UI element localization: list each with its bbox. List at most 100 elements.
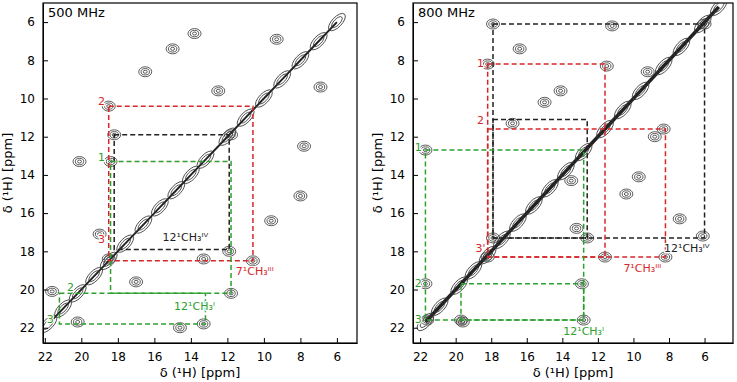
y-tick-label: 22 xyxy=(20,321,35,335)
y-tick-mark xyxy=(413,175,418,176)
y-tick-mark xyxy=(413,99,418,100)
cross-peak xyxy=(461,320,465,323)
x-tick-label: 10 xyxy=(257,350,272,364)
y-tick-label: 12 xyxy=(20,130,35,144)
diagonal-contour xyxy=(87,269,101,283)
cross-peak xyxy=(132,279,140,285)
diagonal-contour xyxy=(559,164,573,178)
cross-peak xyxy=(653,135,657,138)
peak-label: 12¹CH₃ᴵ xyxy=(563,325,604,338)
y-tick-mark xyxy=(43,213,48,214)
cross-peak xyxy=(575,227,579,230)
cross-peak xyxy=(143,70,147,73)
cross-peak xyxy=(624,193,628,196)
x-tick-mark xyxy=(527,338,528,343)
y-tick: 16 xyxy=(390,206,418,220)
cross-peak xyxy=(641,67,654,77)
cross-peak xyxy=(318,86,322,89)
peak-label: 2 xyxy=(67,281,74,294)
diagonal-contour xyxy=(275,72,289,86)
x-tick-label: 20 xyxy=(74,350,89,364)
title: 500 MHz xyxy=(48,5,105,20)
y-tick: 14 xyxy=(20,168,48,182)
y-tick: 14 xyxy=(390,168,418,182)
y-tick: 10 xyxy=(20,92,48,106)
y-tick-label: 10 xyxy=(20,92,35,106)
x-tick-mark xyxy=(562,338,563,343)
x-tick-mark xyxy=(420,338,421,343)
cross-peak xyxy=(600,61,613,71)
cross-peak xyxy=(78,160,82,163)
x-tick-label: 18 xyxy=(484,350,499,364)
cross-peak xyxy=(71,317,84,327)
diagonal-contour xyxy=(165,179,187,202)
y-tick-mark xyxy=(413,60,418,61)
cross-peak xyxy=(214,88,222,94)
diagonal-contour xyxy=(543,181,557,195)
cross-peak xyxy=(197,254,210,264)
diagonal-contour xyxy=(466,263,480,277)
cross-peak xyxy=(606,21,619,31)
cross-peak xyxy=(646,70,650,73)
cross-peak xyxy=(294,191,307,201)
y-axis-title: δ (¹H) [ppm] xyxy=(370,133,385,214)
diagonal-contour xyxy=(507,211,529,234)
x-tick-label: 16 xyxy=(520,350,535,364)
diagonal xyxy=(425,7,718,322)
frame xyxy=(413,3,733,343)
peak-label: 2 xyxy=(98,95,105,108)
spin-system-box xyxy=(425,150,583,320)
x-tick-mark xyxy=(491,338,492,343)
cross-peak xyxy=(651,134,659,140)
y-axis: 6810121416182022 xyxy=(390,4,418,344)
y-tick: 12 xyxy=(20,130,48,144)
cross-peak xyxy=(643,69,651,75)
x-tick-label: 18 xyxy=(111,350,126,364)
cross-peak xyxy=(508,120,516,126)
diagonal-contour xyxy=(629,79,651,102)
y-tick-mark xyxy=(43,290,48,291)
y-tick-label: 8 xyxy=(397,54,405,68)
cross-peak xyxy=(298,194,302,197)
diagonal-contour xyxy=(180,164,202,187)
cross-peak xyxy=(648,132,661,142)
y-tick: 12 xyxy=(390,130,418,144)
cross-peak xyxy=(567,177,575,183)
y-tick-label: 6 xyxy=(397,15,405,29)
y-tick-mark xyxy=(43,22,48,23)
x-tick-label: 14 xyxy=(555,350,570,364)
cross-peak xyxy=(265,216,278,226)
panel: 12¹CH₃ᴵⱽ123'7¹CH₃ᴵᴵᴵ12312¹CH₃ᴵ2220181614… xyxy=(370,0,734,380)
diagonal-contour xyxy=(616,103,630,117)
y-tick-mark xyxy=(43,251,48,252)
x-tick-label: 20 xyxy=(449,350,464,364)
cross-peak xyxy=(298,141,311,151)
cross-peak xyxy=(178,326,182,329)
cross-peak xyxy=(620,189,633,199)
x-axis: 2220181614121086 xyxy=(413,338,734,364)
diagonal-contour xyxy=(114,232,136,255)
peak-label: 2 xyxy=(477,114,484,127)
peak-label: 1 xyxy=(98,151,105,164)
cross-peak xyxy=(73,157,86,167)
cross-peak xyxy=(637,175,641,178)
diagonal-contour xyxy=(194,148,216,171)
x-tick-label: 16 xyxy=(147,350,162,364)
spin-system-box xyxy=(488,64,605,257)
cross-peak xyxy=(216,89,220,92)
y-tick-mark xyxy=(43,99,48,100)
y-tick-label: 20 xyxy=(20,283,35,297)
cross-peak xyxy=(46,286,59,296)
cross-peak xyxy=(302,145,306,148)
x-tick-mark xyxy=(598,338,599,343)
cross-peak xyxy=(635,174,643,180)
diagonal-contour xyxy=(594,118,616,141)
diagonal-contour xyxy=(712,3,726,14)
diagonal-contour xyxy=(253,87,275,110)
x-tick: 18 xyxy=(484,338,499,364)
cross-peak xyxy=(76,320,80,323)
cross-peak xyxy=(212,86,225,96)
y-tick-label: 20 xyxy=(390,283,405,297)
y-tick-mark xyxy=(413,328,418,329)
diagonal-contour xyxy=(43,312,60,335)
